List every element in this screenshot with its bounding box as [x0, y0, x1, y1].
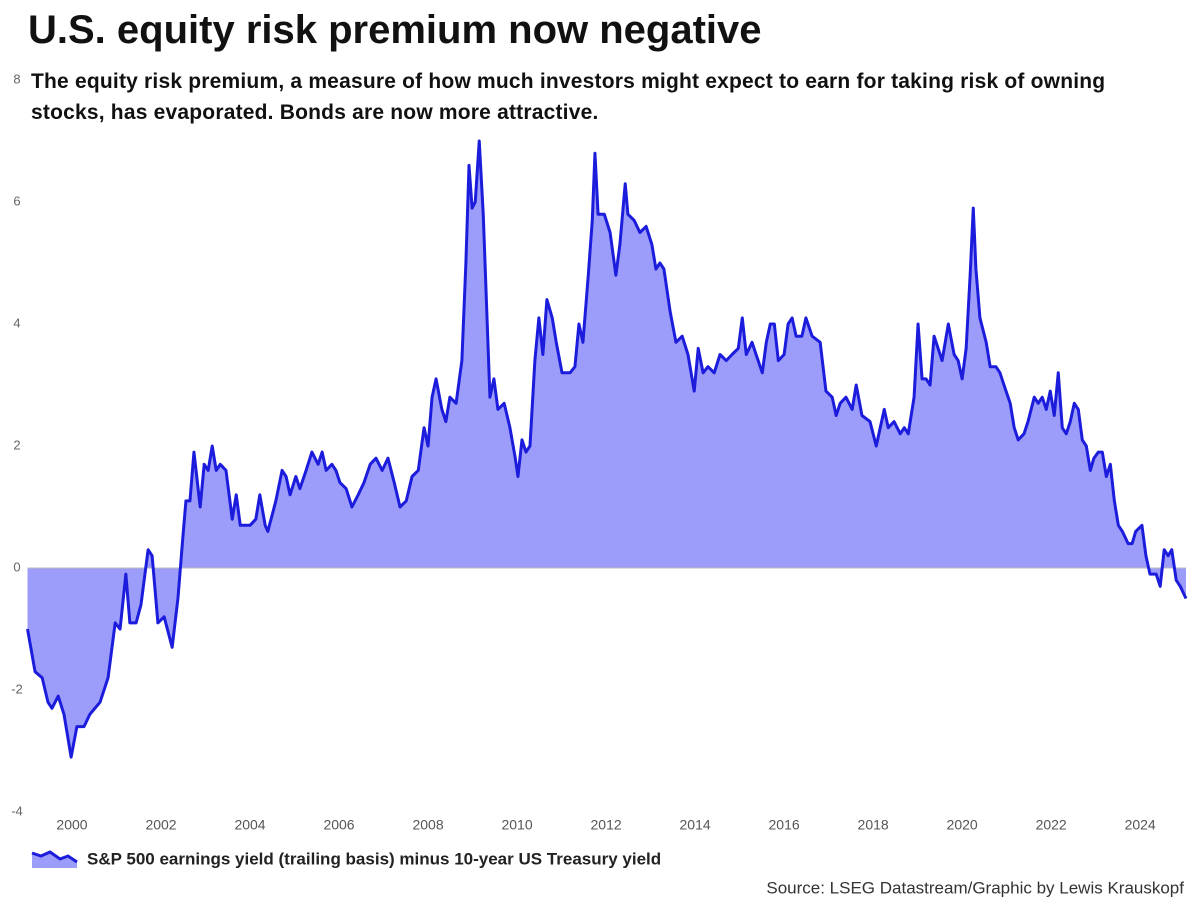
- source: Source: LSEG Datastream/Graphic by Lewis…: [766, 878, 1184, 897]
- x-tick-label: 2014: [680, 817, 711, 833]
- y-tick-label: 0: [13, 559, 20, 574]
- legend-swatch-line: [31, 850, 78, 864]
- x-tick-label: 2000: [56, 817, 87, 833]
- x-tick-label: 2004: [234, 817, 265, 833]
- x-tick-label: 2018: [858, 817, 889, 833]
- x-tick-label: 2008: [412, 817, 443, 833]
- chart-title: U.S. equity risk premium now negative: [28, 8, 762, 52]
- legend: S&P 500 earnings yield (trailing basis) …: [31, 849, 661, 868]
- line: [26, 139, 1188, 759]
- y-tick-label: 4: [13, 315, 20, 330]
- x-tick-label: 2006: [323, 817, 354, 833]
- y-tick-label: 6: [13, 193, 20, 208]
- y-tick-label: 2: [13, 437, 20, 452]
- x-tick-label: 2024: [1125, 817, 1156, 833]
- chart-subtitle: The equity risk premium, a measure of ho…: [31, 70, 1106, 124]
- y-tick-label: 8: [13, 71, 20, 86]
- x-tick-label: 2010: [501, 817, 532, 833]
- y-tick-label: -4: [11, 803, 23, 818]
- y-tick-label: -2: [11, 681, 23, 696]
- legend-label: S&P 500 earnings yield (trailing basis) …: [87, 849, 661, 868]
- x-tick-label: 2016: [769, 817, 800, 833]
- area: [27, 141, 1186, 758]
- x-tick-label: 2022: [1036, 817, 1067, 833]
- x-tick-label: 2020: [947, 817, 978, 833]
- x-tick-label: 2002: [145, 817, 176, 833]
- x-tick-label: 2012: [591, 817, 622, 833]
